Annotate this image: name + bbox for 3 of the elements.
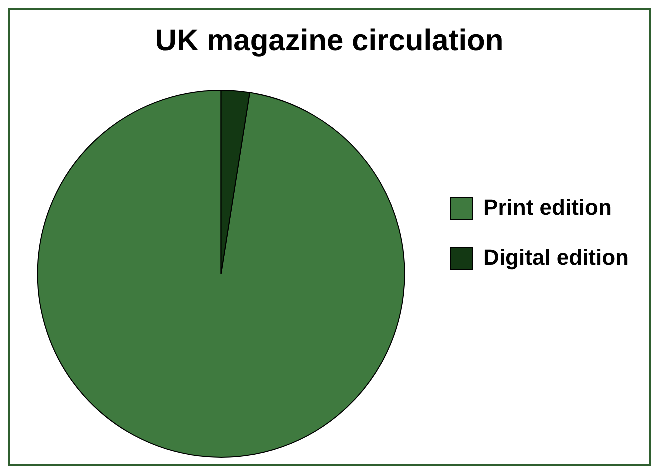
chart-title: UK magazine circulation [155, 24, 504, 58]
legend-label: Digital edition [484, 245, 630, 270]
legend-label: Print edition [484, 195, 612, 220]
